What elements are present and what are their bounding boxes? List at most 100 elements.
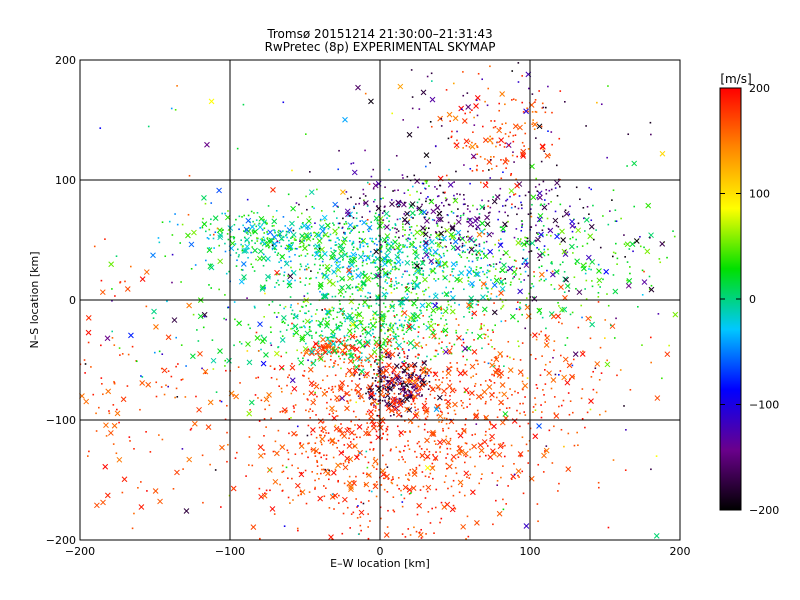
data-point-dot xyxy=(390,322,392,325)
data-point-dot xyxy=(417,425,420,428)
data-point-cross xyxy=(455,219,462,225)
data-point-dot xyxy=(473,124,476,126)
data-point-cross xyxy=(201,311,208,318)
data-point-dot xyxy=(373,361,376,363)
data-point-dot xyxy=(450,291,452,293)
data-point-cross xyxy=(499,419,506,426)
data-point-dot xyxy=(436,195,439,198)
data-point-cross xyxy=(286,282,293,289)
data-point-dot xyxy=(597,263,600,266)
data-point-dot xyxy=(376,374,378,376)
data-point-dot xyxy=(475,266,478,268)
data-point-dot xyxy=(504,133,507,135)
data-point-dot xyxy=(456,367,459,370)
x-tick-label: 100 xyxy=(520,545,541,558)
data-point-dot xyxy=(359,397,361,400)
data-point-dot xyxy=(347,402,350,404)
data-point-dot xyxy=(454,389,457,392)
data-point-dot xyxy=(401,370,404,373)
data-point-dot xyxy=(416,306,418,309)
data-point-dot xyxy=(424,371,427,373)
data-point-dot xyxy=(306,236,309,239)
data-point-dot xyxy=(422,315,424,317)
data-point-dot xyxy=(500,280,502,283)
data-point-dot xyxy=(372,406,375,408)
data-point-dot xyxy=(158,350,161,353)
data-point-dot xyxy=(422,383,425,386)
data-point-dot xyxy=(522,388,524,391)
data-point-cross xyxy=(437,115,443,122)
data-point-dot xyxy=(435,488,438,491)
data-point-dot xyxy=(202,326,205,329)
data-point-dot xyxy=(225,369,227,372)
data-point-dot xyxy=(290,328,292,330)
data-point-dot xyxy=(213,247,215,249)
data-point-cross xyxy=(444,501,451,508)
data-point-dot xyxy=(311,349,313,351)
data-point-cross xyxy=(430,329,436,336)
data-point-cross xyxy=(501,391,508,398)
data-point-dot xyxy=(357,533,360,535)
y-tick-label: 0 xyxy=(69,294,76,307)
data-point-dot xyxy=(395,282,398,285)
data-point-dot xyxy=(208,228,211,231)
data-point-cross xyxy=(356,424,363,430)
data-point-dot xyxy=(559,203,562,206)
data-point-dot xyxy=(434,322,437,325)
data-point-dot xyxy=(402,273,404,276)
data-point-cross xyxy=(456,449,462,456)
data-point-dot xyxy=(624,469,627,471)
data-point-cross xyxy=(260,255,267,262)
data-point-dot xyxy=(507,220,509,223)
data-point-dot xyxy=(310,270,312,272)
data-point-dot xyxy=(235,218,237,221)
data-point-dot xyxy=(453,222,456,225)
data-point-dot xyxy=(102,393,104,396)
data-point-dot xyxy=(331,336,334,339)
data-point-cross xyxy=(400,362,407,368)
data-point-dot xyxy=(440,117,443,120)
data-point-dot xyxy=(429,253,431,255)
data-point-cross xyxy=(171,317,178,323)
data-point-dot xyxy=(480,326,482,329)
data-point-dot xyxy=(567,432,570,435)
data-point-dot xyxy=(543,150,546,153)
data-point-dot xyxy=(390,291,393,294)
data-point-dot xyxy=(245,231,247,233)
plot-frame xyxy=(79,59,681,541)
data-point-dot xyxy=(559,354,562,357)
data-point-dot xyxy=(368,307,370,309)
data-point-dot xyxy=(600,372,603,374)
data-point-cross xyxy=(368,353,375,360)
data-point-dot xyxy=(563,291,566,294)
data-point-cross xyxy=(603,268,610,275)
data-point-dot xyxy=(492,265,495,268)
data-point-cross xyxy=(471,310,478,317)
data-point-dot xyxy=(419,282,421,284)
data-point-dot xyxy=(363,255,366,258)
data-point-dot xyxy=(349,441,352,443)
data-point-dot xyxy=(487,200,490,202)
data-point-dot xyxy=(557,270,560,272)
data-point-dot xyxy=(604,319,607,321)
data-point-dot xyxy=(166,300,168,303)
data-point-dot xyxy=(426,180,428,183)
data-point-dot xyxy=(347,228,349,230)
data-point-dot xyxy=(468,146,471,148)
data-point-dot xyxy=(328,366,331,368)
data-point-cross xyxy=(85,329,92,336)
data-point-dot xyxy=(375,377,377,379)
data-point-cross xyxy=(428,258,435,265)
data-point-dot xyxy=(480,250,482,253)
data-point-cross xyxy=(553,413,560,419)
data-point-dot xyxy=(366,181,369,184)
data-point-dot xyxy=(426,211,429,214)
data-point-dot xyxy=(502,254,505,256)
data-point-cross xyxy=(435,383,442,390)
data-point-dot xyxy=(387,399,390,402)
data-point-dot xyxy=(483,233,486,235)
data-point-dot xyxy=(314,222,316,224)
data-point-dot xyxy=(354,433,357,436)
data-point-dot xyxy=(517,345,520,348)
data-point-cross xyxy=(298,359,305,366)
